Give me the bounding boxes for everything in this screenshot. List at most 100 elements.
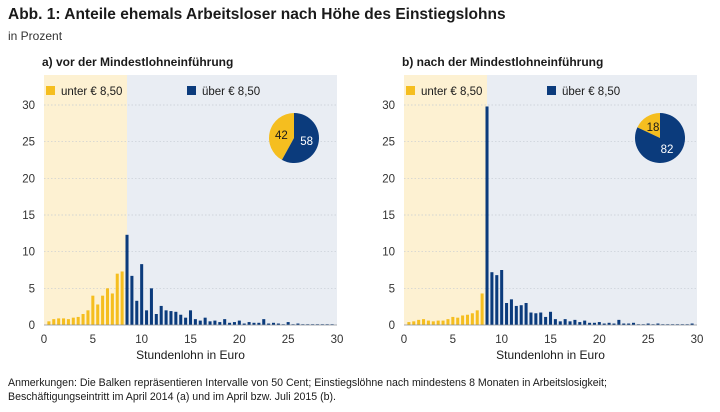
above-threshold-area [127, 75, 338, 325]
x-tick-label: 5 [90, 334, 96, 346]
bar [81, 314, 85, 325]
pie-label: 58 [300, 136, 313, 148]
figure-title: Abb. 1: Anteile ehemals Arbeitsloser nac… [8, 6, 506, 23]
bar [91, 295, 95, 325]
bar [140, 264, 144, 325]
x-tick-label: 15 [184, 334, 197, 346]
y-tick-label: 10 [22, 247, 35, 259]
bar [436, 320, 440, 325]
bar [125, 234, 129, 325]
bar [272, 322, 276, 325]
bar [426, 320, 430, 325]
bar [612, 323, 616, 325]
bar [646, 323, 650, 325]
y-tick-label: 5 [29, 283, 35, 295]
bar [573, 319, 577, 325]
bar [154, 314, 158, 325]
bar [627, 323, 631, 325]
bar [505, 303, 509, 325]
bar [412, 321, 416, 325]
panel-title: a) vor der Mindestlohneinführung [42, 55, 233, 69]
bar [179, 314, 183, 325]
bar [456, 317, 460, 325]
x-tick-label: 0 [41, 334, 47, 346]
bar [490, 272, 494, 325]
bar [592, 322, 596, 325]
x-tick-label: 25 [282, 334, 295, 346]
bar [71, 317, 75, 325]
pie-label: 18 [647, 122, 660, 134]
bar [115, 273, 119, 325]
notes-line-2: Beschäftigungseintritt im April 2014 (a)… [8, 391, 336, 403]
bar [66, 319, 70, 325]
legend-swatch [547, 86, 556, 95]
bar [495, 275, 499, 325]
bar [534, 313, 538, 325]
panel-title: b) nach der Mindestlohneinführung [402, 55, 603, 69]
charts-canvas: a) vor der Mindestlohneinführung 0 5 10 15 20… [22, 55, 703, 362]
bar [500, 270, 504, 325]
bar [286, 322, 290, 325]
bar [57, 318, 61, 325]
pie-label: 42 [275, 130, 288, 142]
pie-slice [281, 113, 319, 163]
bar [656, 323, 660, 325]
bar [602, 323, 606, 325]
bar [690, 323, 694, 325]
figure-subtitle: in Prozent [8, 29, 63, 43]
y-tick-label: 5 [389, 283, 395, 295]
above-threshold-area [487, 75, 697, 325]
bar [548, 311, 553, 325]
bar [237, 320, 241, 325]
bar [578, 322, 582, 325]
y-tick-label: 20 [22, 173, 35, 185]
x-axis-label: Stundenlohn in Euro [136, 348, 245, 362]
y-tick-label: 0 [389, 320, 395, 332]
bar [519, 305, 523, 325]
x-tick-label: 5 [450, 334, 456, 346]
y-tick-label: 20 [382, 173, 395, 185]
y-tick-label: 25 [22, 137, 35, 149]
y-tick-label: 10 [382, 247, 395, 259]
bar [417, 319, 421, 325]
x-tick-label: 0 [401, 334, 407, 346]
bar [203, 317, 207, 325]
bar [446, 319, 450, 325]
legend-label: über € 8,50 [562, 86, 620, 98]
y-tick-label: 30 [382, 100, 395, 112]
bar [267, 323, 271, 325]
bar [149, 288, 153, 325]
bar [553, 319, 557, 325]
legend-swatch [406, 86, 415, 95]
bar [262, 319, 266, 325]
bar [247, 322, 251, 325]
legend-label: über € 8,50 [202, 86, 260, 98]
legend-label: unter € 8,50 [421, 86, 482, 98]
bar [242, 323, 246, 325]
bar [470, 313, 474, 325]
bar [485, 106, 489, 325]
bar [110, 293, 114, 325]
bar [86, 310, 90, 325]
figure-notes: Anmerkungen: Die Balken repräsentieren I… [8, 376, 708, 404]
bar [588, 322, 592, 325]
bar [475, 310, 479, 325]
y-tick-label: 15 [22, 210, 35, 222]
bar [188, 310, 193, 325]
bar [568, 321, 572, 325]
bar [451, 316, 455, 325]
bar [130, 275, 134, 325]
bar [461, 315, 465, 325]
bar [539, 312, 543, 325]
pie-slice [635, 113, 686, 163]
bar [62, 318, 66, 325]
x-tick-label: 25 [642, 334, 655, 346]
bar [198, 320, 202, 325]
bar [52, 319, 56, 325]
notes-line-1: Anmerkungen: Die Balken repräsentieren I… [8, 377, 607, 389]
bar [232, 322, 236, 325]
x-tick-label: 10 [495, 334, 508, 346]
bar [174, 311, 178, 325]
x-tick-label: 20 [233, 334, 246, 346]
bar [193, 319, 197, 325]
